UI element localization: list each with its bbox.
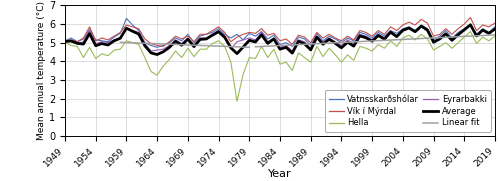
X-axis label: Year: Year: [268, 169, 292, 180]
Y-axis label: Mean annual temperature (°C): Mean annual temperature (°C): [37, 1, 46, 140]
Legend: Vatnsskarðshólar, Vík í Mýrdal, Hella, Eyrarbakki, Average, Linear fit: Vatnsskarðshólar, Vík í Mýrdal, Hella, E…: [324, 90, 491, 132]
